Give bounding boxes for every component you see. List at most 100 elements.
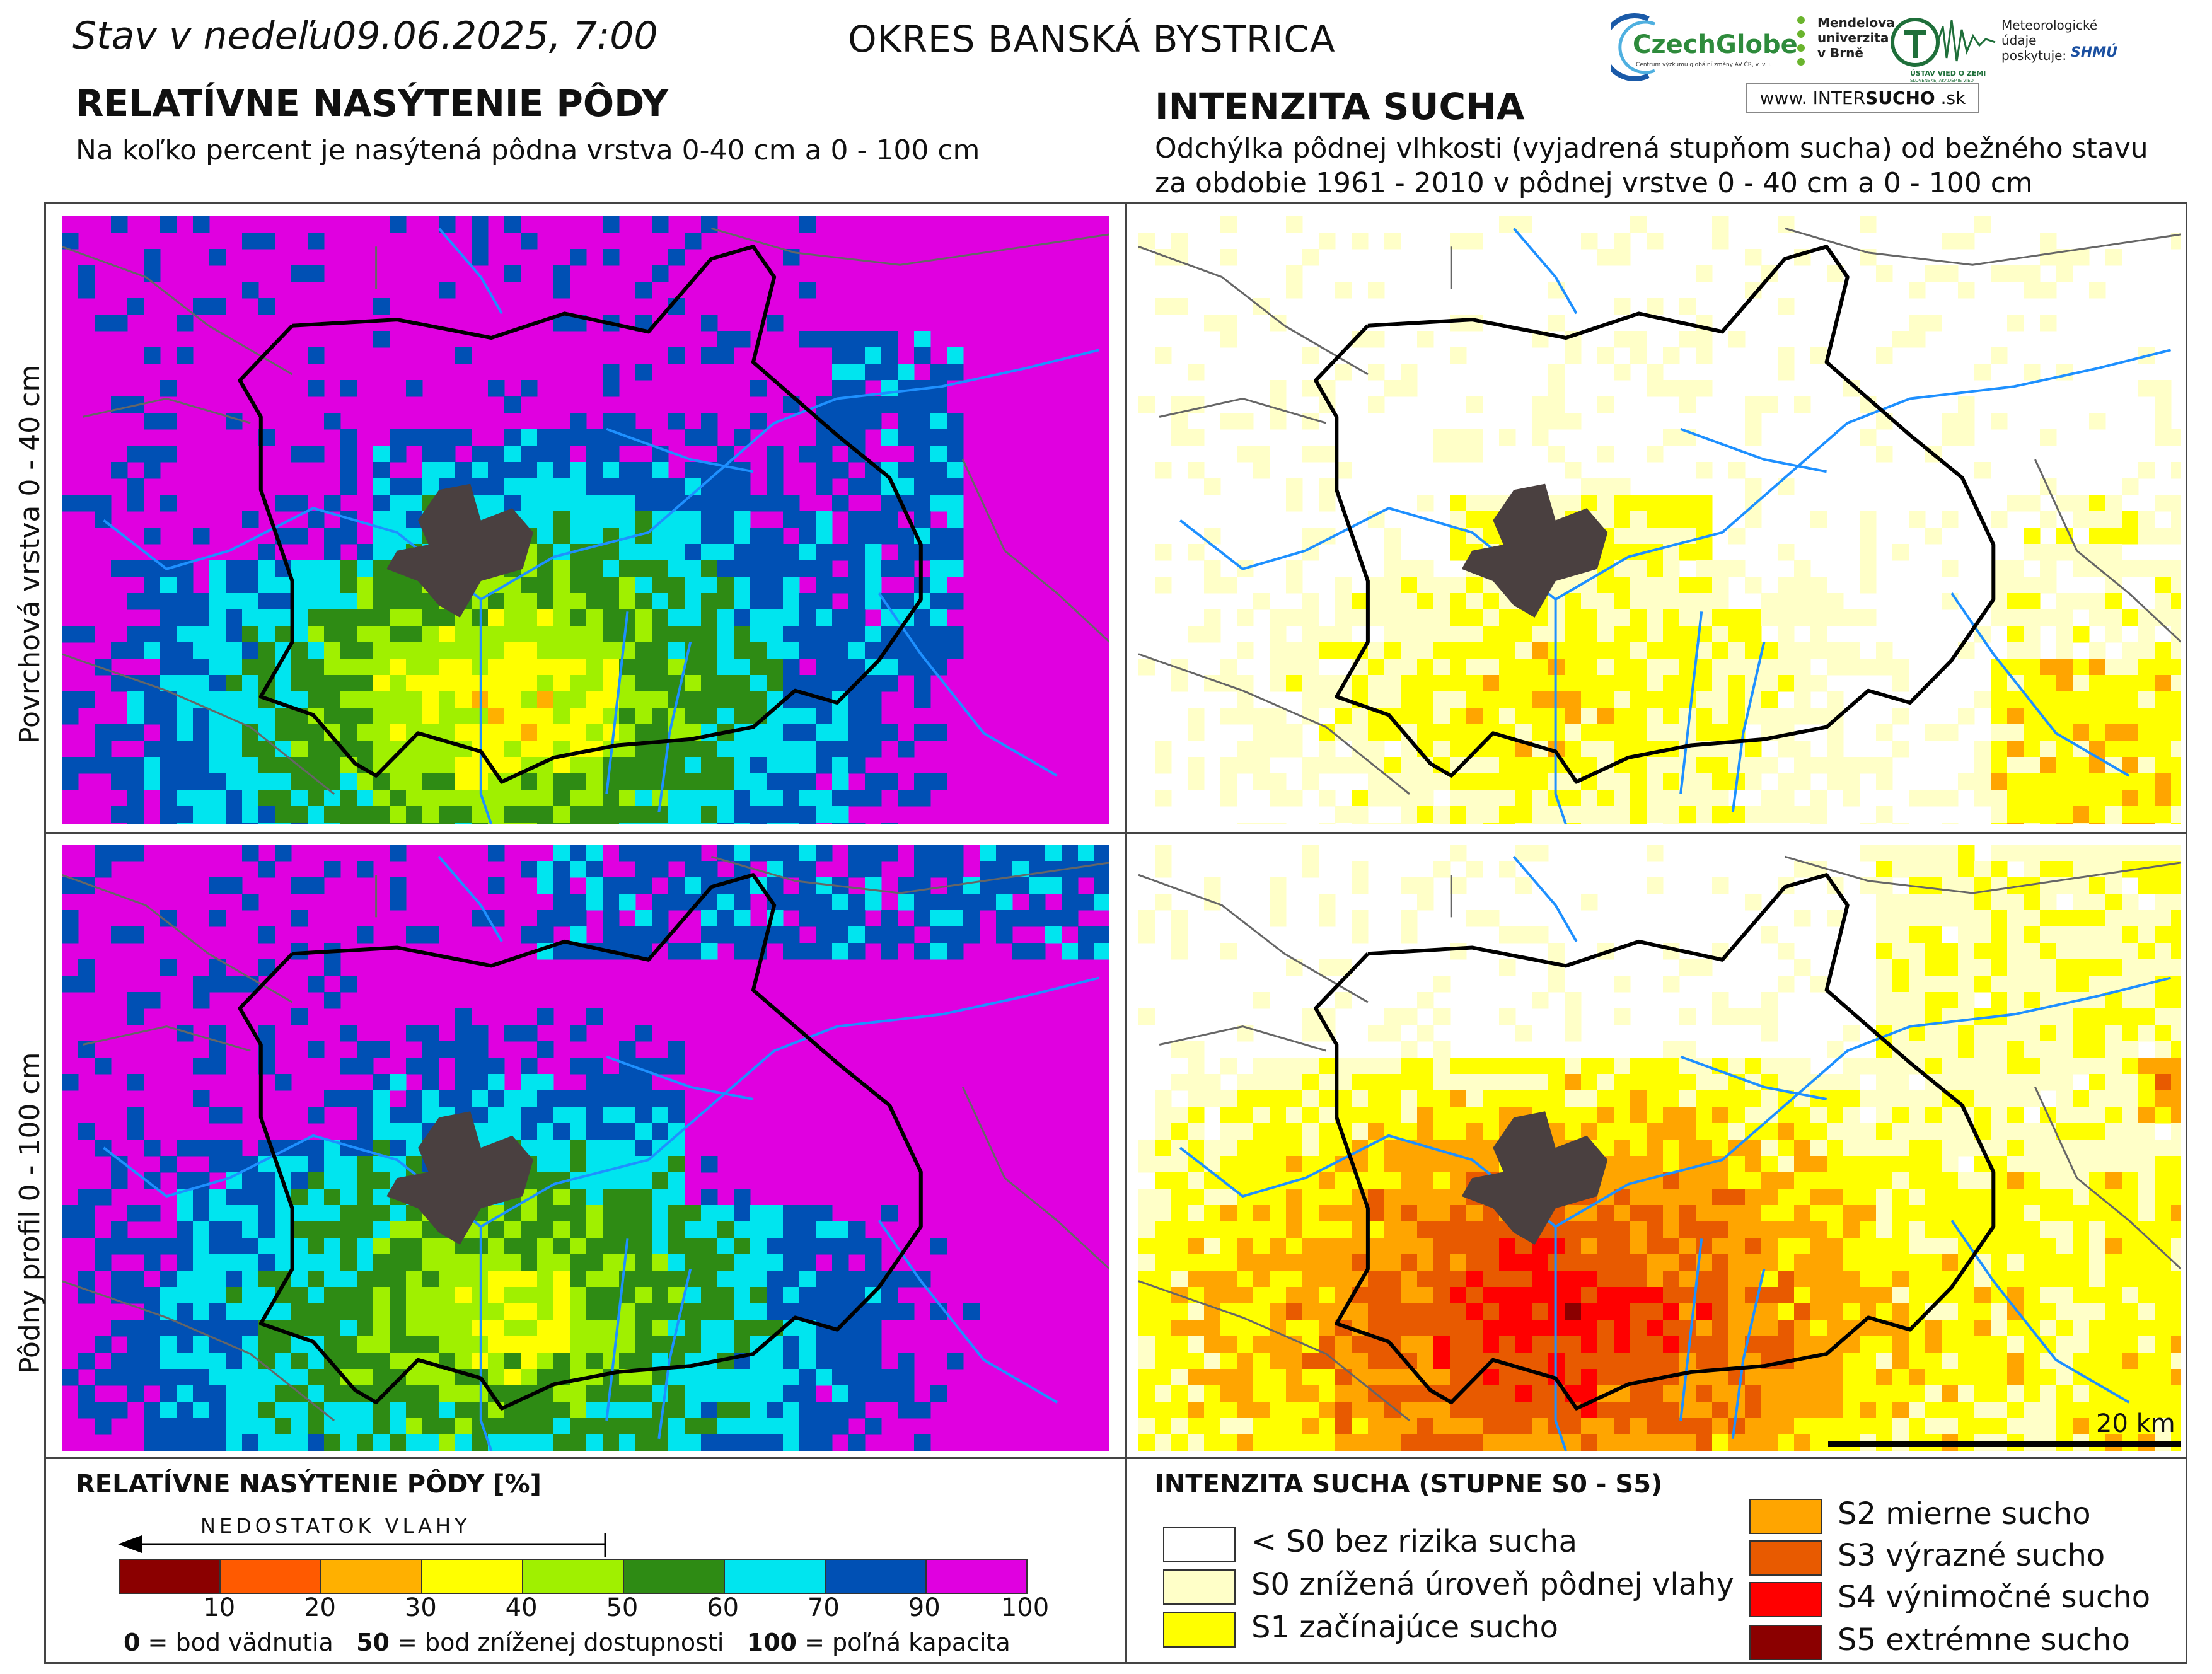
drought-swatch <box>1163 1569 1236 1605</box>
uvz-logo: ÚSTAV VIED O ZEMI SLOVENSKEJ AKADÉMIE VI… <box>1891 14 1998 83</box>
drought-swatch <box>1749 1499 1822 1534</box>
road-line <box>710 227 1109 266</box>
road-line <box>62 653 335 795</box>
district-title: OKRES BANSKÁ BYSTRICA <box>848 18 1336 61</box>
road-line <box>2034 459 2181 643</box>
map-saturation-profile <box>62 845 1109 1451</box>
river-line <box>437 855 503 942</box>
map-frame <box>44 202 2187 1664</box>
colorbar-bin <box>221 1560 321 1593</box>
road-line <box>961 459 1109 643</box>
note-0-num: 0 <box>124 1629 141 1656</box>
note-50-num: 50 <box>356 1629 390 1656</box>
intersucho-link[interactable]: www. INTERSUCHO .sk <box>1746 83 1979 113</box>
city-area <box>1461 483 1608 618</box>
colorbar-bin <box>523 1560 624 1593</box>
note-100-num: 100 <box>746 1629 797 1656</box>
river-line <box>1554 1227 1567 1451</box>
map-drought-profile <box>1138 845 2181 1451</box>
drought-raster <box>1138 216 2181 824</box>
river-line <box>479 1227 493 1451</box>
road-line <box>2034 1087 2181 1270</box>
scale-bar <box>1828 1441 2181 1447</box>
intersucho-suffix: .sk <box>1935 88 1966 108</box>
legend-saturation-title: RELATÍVNE NASÝTENIE PÔDY [%] <box>76 1470 541 1499</box>
intersucho-bold: SUCHO <box>1865 88 1935 108</box>
colorbar-tick-label: 60 <box>707 1593 739 1622</box>
mendel-logo: Mendelova univerzita v Brně <box>1793 14 1895 83</box>
czechglobe-text: CzechGlobe <box>1633 30 1798 59</box>
river-line <box>1950 1220 2130 1404</box>
river-line <box>657 1268 692 1440</box>
note-50-text: = bod zníženej dostupnosti <box>389 1629 724 1656</box>
colorbar-bin <box>120 1560 221 1593</box>
raster-cells <box>62 216 964 824</box>
colorbar-tick-label: 90 <box>908 1593 941 1622</box>
czechglobe-logo: CzechGlobe Centrum výzkumu globální změn… <box>1601 13 1798 82</box>
meteo-provider: Meteorologické údaje poskytuje: SHMÚ <box>2001 18 2128 81</box>
drought-label: S1 začínajúce sucho <box>1251 1610 1558 1645</box>
legend-notes: 0 = bod vädnutia 50 = bod zníženej dostu… <box>124 1629 1010 1656</box>
district-border <box>1314 873 1996 1411</box>
road-line <box>1785 227 2181 266</box>
road-line <box>82 397 251 424</box>
mendel-line-2: univerzita <box>1817 30 1889 45</box>
drought-label: S0 znížená úroveň pôdnej vlahy <box>1251 1567 1734 1602</box>
right-subtitle-2: za obdobie 1961 - 2010 v pôdnej vrstve 0… <box>1155 167 2033 199</box>
colorbar-tick-label: 100 <box>1000 1593 1050 1622</box>
city-area <box>386 483 533 618</box>
colorbar-tick-label: 30 <box>404 1593 437 1622</box>
city-area <box>386 1111 533 1245</box>
district-border <box>1314 245 1996 784</box>
river-line <box>1680 1055 1827 1100</box>
road-line <box>1159 397 1327 424</box>
intersucho-prefix: www. INTER <box>1759 88 1866 108</box>
river-line <box>1554 599 1567 824</box>
right-subtitle-1: Odchýlka pôdnej vlhkosti (vyjadrená stup… <box>1155 132 2148 165</box>
river-line <box>606 427 754 473</box>
meteo-line-3: poskytuje: <box>2001 48 2067 63</box>
river-line <box>1179 349 2171 601</box>
note-100-text: = poľná kapacita <box>797 1629 1010 1656</box>
river-line <box>437 227 503 315</box>
legend-arrow-label: NEDOSTATOK VLAHY <box>200 1514 471 1538</box>
road-line <box>1138 653 1410 795</box>
colorbar-tick-label: 70 <box>807 1593 840 1622</box>
uvz-subtext: SLOVENSKEJ AKADÉMIE VIED <box>1910 78 1974 83</box>
river-line <box>1950 592 2130 777</box>
road-line <box>62 245 293 376</box>
road-line <box>710 855 1109 894</box>
saturation-raster <box>62 845 1109 1451</box>
colorbar-bin <box>624 1560 725 1593</box>
colorbar-tick-label: 10 <box>203 1593 236 1622</box>
mendel-line-1: Mendelova <box>1817 15 1895 30</box>
drought-label: S2 mierne sucho <box>1838 1496 2091 1532</box>
note-0-text: = bod vädnutia <box>140 1629 333 1656</box>
road-line <box>1138 245 1369 376</box>
row-label-bottom: Pôdny profil 0 - 100 cm <box>14 1052 46 1375</box>
drought-label: S5 extrémne sucho <box>1838 1622 2130 1658</box>
road-line <box>1785 855 2181 894</box>
river-line <box>1731 642 1766 812</box>
meteo-line-2: údaje <box>2001 33 2037 48</box>
colorbar-bin <box>725 1560 826 1593</box>
river-line <box>1731 1268 1766 1440</box>
colorbar-bin <box>422 1560 523 1593</box>
drought-raster <box>1138 845 2181 1451</box>
legend-ticks: 10 20 30 40 50 60 70 90 100 <box>119 1593 1049 1625</box>
road-line <box>62 874 293 1003</box>
city-area <box>1461 1111 1608 1245</box>
legend-arrow-icon <box>118 1533 606 1557</box>
colorbar-tick-label: 20 <box>304 1593 336 1622</box>
colorbar-bin <box>927 1560 1026 1593</box>
drought-swatch <box>1749 1540 1822 1576</box>
river-line <box>1512 855 1578 942</box>
czechglobe-subtext: Centrum výzkumu globální změny AV ČR, v.… <box>1636 62 1772 68</box>
river-line <box>606 1055 754 1100</box>
colorbar-tick-label: 50 <box>606 1593 639 1622</box>
mendel-line-3: v Brně <box>1817 45 1863 61</box>
left-subtitle: Na koľko percent je nasýtená pôdna vrstv… <box>76 134 980 166</box>
map-saturation-topsoil <box>62 216 1109 824</box>
river-line <box>1512 227 1578 315</box>
road-line <box>82 1025 251 1052</box>
